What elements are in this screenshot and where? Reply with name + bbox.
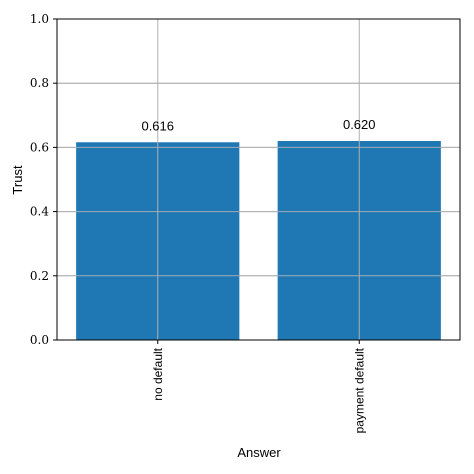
bars <box>76 140 441 340</box>
y-tick-label: 0.6 <box>30 140 49 154</box>
y-tick-label: 0.4 <box>30 205 49 219</box>
y-tick-label: 0.2 <box>30 269 49 283</box>
x-ticks: no default payment default <box>151 340 366 433</box>
data-labels: 0.616 0.620 <box>141 117 375 133</box>
bar-value-label: 0.620 <box>343 117 376 132</box>
y-axis-label: Trust <box>10 165 25 195</box>
x-tick-label: payment default <box>352 347 366 433</box>
y-ticks: 0.0 0.2 0.4 0.6 0.8 1.0 <box>30 12 57 347</box>
x-axis-label: Answer <box>237 445 281 460</box>
y-tick-label: 0.0 <box>30 333 49 347</box>
y-tick-label: 0.8 <box>30 76 49 90</box>
y-tick-label: 1.0 <box>30 12 49 26</box>
plot-frame <box>56 18 461 341</box>
bar-value-label: 0.616 <box>141 118 174 133</box>
x-tick-label: no default <box>151 347 165 400</box>
